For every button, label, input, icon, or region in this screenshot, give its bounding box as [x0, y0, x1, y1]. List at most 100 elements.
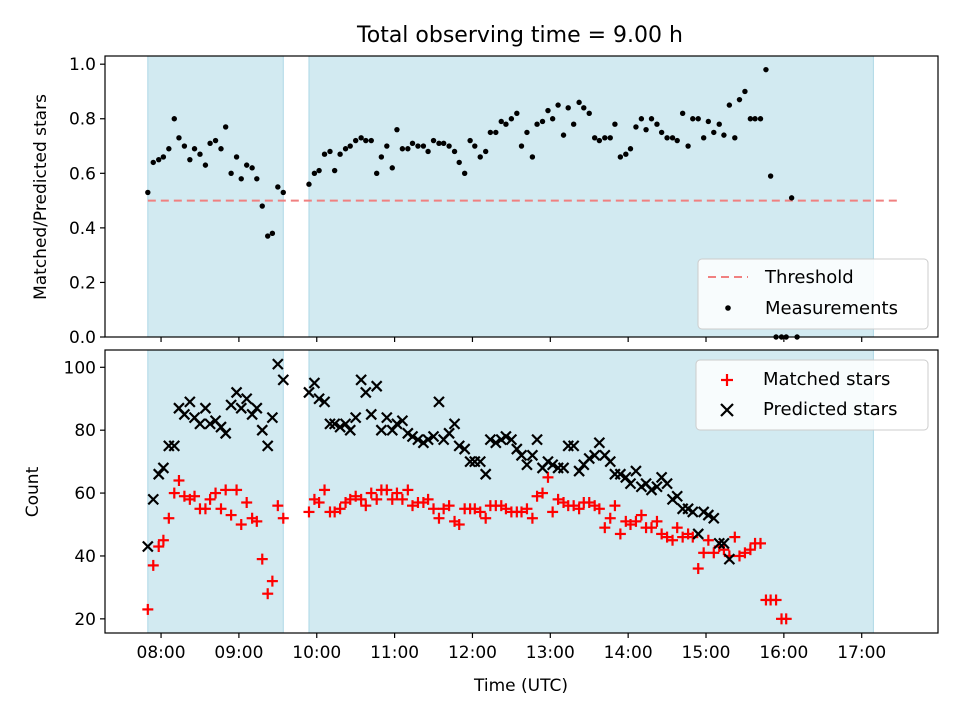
- measurement-point: [627, 146, 634, 152]
- measurement-point: [254, 176, 260, 182]
- matched-star-point: [593, 503, 605, 515]
- predicted-star-point: [349, 411, 362, 424]
- measurement-point: [487, 129, 494, 136]
- measurement-point: [269, 230, 276, 237]
- predicted-star-point: [531, 433, 543, 446]
- legend-predicted-label: Predicted stars: [763, 399, 897, 420]
- matched-star-point: [199, 503, 211, 515]
- measurement-point: [394, 126, 400, 133]
- predicted-star-point: [194, 418, 206, 430]
- predicted-star-point: [526, 449, 539, 462]
- measurement-point: [716, 121, 722, 127]
- measurement-point: [202, 162, 209, 168]
- predicted-star-point: [344, 424, 357, 436]
- matched-star-point: [729, 531, 741, 543]
- matched-star-point: [365, 487, 377, 499]
- measurement-point: [586, 110, 592, 116]
- matched-star-point: [402, 484, 414, 496]
- measurement-point: [648, 116, 655, 122]
- measurement-point: [643, 126, 649, 133]
- matched-star-point: [646, 522, 658, 534]
- measurement-point: [259, 203, 265, 209]
- measurement-point: [171, 116, 177, 122]
- predicted-star-point: [313, 392, 325, 405]
- matched-star-point: [667, 534, 679, 546]
- measurement-point: [633, 124, 639, 130]
- measurement-point: [378, 154, 385, 160]
- predicted-star-point: [152, 468, 165, 480]
- bottom-panel-counts: 20 40 60 80 100 08:00 09:00 10:00 11:00 12:00 13:…: [23, 349, 939, 696]
- measurement-point: [742, 88, 748, 95]
- matched-star-point: [537, 487, 549, 499]
- y-tick-label: 0.6: [69, 164, 96, 184]
- measurement-point: [358, 135, 364, 141]
- predicted-star-point: [557, 462, 570, 474]
- measurement-point: [233, 154, 240, 160]
- matched-stars-points: [142, 471, 792, 625]
- predicted-star-point: [318, 396, 331, 408]
- measurement-points: [145, 66, 800, 340]
- predicted-star-point: [474, 455, 487, 468]
- matched-star-point: [355, 493, 367, 505]
- measurement-point: [565, 105, 571, 111]
- bottom-legend-box: [695, 359, 929, 431]
- predicted-star-point: [230, 386, 243, 399]
- predicted-star-point: [334, 421, 346, 433]
- predicted-star-point: [147, 493, 160, 506]
- matched-star-point: [604, 512, 616, 524]
- measurement-point: [658, 129, 665, 136]
- measurement-point: [503, 121, 509, 127]
- measurement-point: [405, 146, 411, 152]
- matched-star-point: [266, 575, 278, 587]
- predicted-star-point: [365, 408, 378, 421]
- measurement-point: [311, 170, 318, 177]
- matched-star-point: [168, 487, 180, 499]
- measurement-point: [187, 156, 193, 163]
- predicted-star-point: [266, 411, 279, 424]
- predicted-star-point: [692, 528, 704, 540]
- measurement-point: [207, 140, 213, 147]
- measurement-point: [440, 140, 447, 147]
- predicted-star-point: [215, 421, 227, 433]
- measurement-point: [327, 148, 333, 155]
- measurement-point: [555, 102, 561, 108]
- matched-star-point: [744, 544, 756, 556]
- matched-star-point: [163, 512, 175, 524]
- measurement-point: [700, 135, 707, 141]
- top-legend: Threshold Measurements: [697, 258, 929, 330]
- measurement-point: [238, 176, 244, 182]
- predicted-star-point: [412, 433, 424, 446]
- measurement-point: [654, 121, 660, 127]
- matched-star-point: [635, 509, 647, 521]
- measurement-point: [347, 143, 353, 149]
- measurement-point: [451, 148, 458, 155]
- measurement-point: [576, 99, 582, 106]
- y-tick-label: 20: [74, 610, 96, 630]
- measurement-point: [212, 137, 219, 144]
- matched-star-point: [303, 506, 315, 518]
- predicted-star-point: [339, 418, 352, 430]
- predicted-star-point: [604, 455, 617, 468]
- measurement-point: [602, 135, 608, 141]
- matched-star-point: [433, 512, 445, 524]
- matched-star-point: [220, 484, 232, 496]
- observing-window-1: [147, 55, 284, 338]
- measurement-point: [638, 116, 645, 122]
- measurement-point: [321, 151, 328, 157]
- measurement-point: [436, 140, 442, 147]
- measurement-point: [539, 118, 546, 125]
- predicted-star-point: [308, 377, 321, 389]
- predicted-star-point: [614, 468, 627, 480]
- matched-star-point: [396, 493, 408, 505]
- matched-star-point: [319, 484, 331, 496]
- measurement-point: [420, 143, 427, 149]
- chart-title: Total observing time = 9.00 h: [356, 23, 683, 48]
- measurement-point: [674, 137, 680, 144]
- predicted-star-point: [484, 433, 497, 446]
- x-axis-label: Time (UTC): [473, 676, 568, 696]
- matched-star-point: [780, 613, 792, 625]
- predicted-star-point: [386, 424, 399, 436]
- matched-star-point: [142, 603, 154, 615]
- measurement-point: [218, 146, 224, 152]
- matched-star-point: [599, 522, 611, 534]
